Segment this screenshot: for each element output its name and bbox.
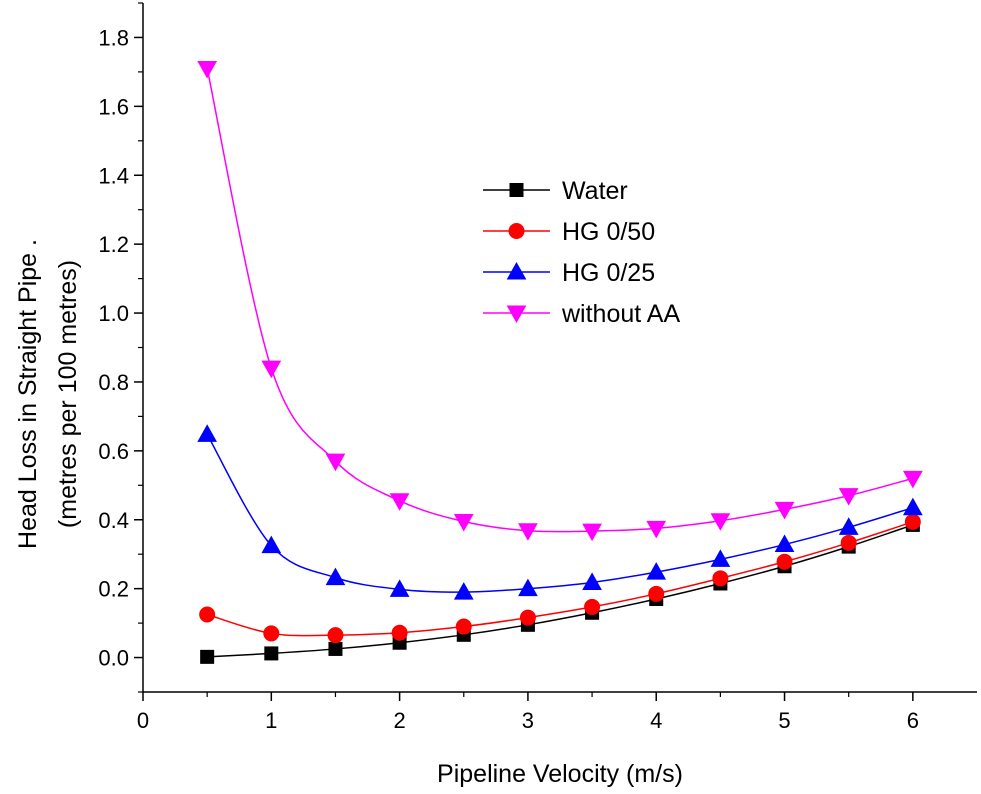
data-point — [389, 493, 410, 511]
data-point — [774, 534, 795, 553]
data-point — [328, 641, 343, 656]
y-tick-label: 0.0 — [98, 646, 129, 671]
data-point — [197, 424, 218, 442]
data-point — [776, 553, 793, 570]
data-point — [902, 497, 923, 516]
data-point — [838, 488, 859, 506]
data-point — [582, 523, 602, 542]
data-point — [518, 523, 538, 541]
data-point — [518, 578, 538, 597]
data-point — [840, 534, 857, 551]
legend-marker — [506, 261, 527, 280]
data-point — [197, 60, 218, 79]
data-point — [453, 582, 474, 600]
legend-entry: HG 0/25 — [483, 259, 655, 287]
data-point — [261, 360, 282, 379]
y-tick-label: 0.8 — [98, 370, 129, 395]
series-hg-0-25 — [197, 424, 923, 600]
data-point — [646, 562, 667, 580]
data-point — [261, 535, 282, 554]
series-without-aa — [197, 60, 923, 542]
legend-label: HG 0/50 — [562, 218, 655, 246]
data-point — [325, 567, 346, 586]
x-tick-label: 6 — [907, 708, 919, 733]
x-tick-label: 3 — [522, 708, 534, 733]
y-tick-label: 0.6 — [98, 439, 129, 464]
y-tick-label: 1.6 — [98, 94, 129, 119]
data-point — [712, 570, 729, 587]
y-axis-title-line2: (metres per 100 metres) — [54, 260, 82, 528]
data-point — [710, 513, 731, 531]
y-tick-label: 1.2 — [98, 232, 129, 257]
x-tick-label: 5 — [778, 708, 790, 733]
legend-entry: Water — [483, 177, 628, 205]
data-point — [455, 618, 472, 635]
y-tick-label: 1.8 — [98, 25, 129, 50]
series-hg-0-50 — [199, 513, 921, 644]
data-point — [710, 549, 731, 567]
data-point — [519, 609, 536, 626]
data-point — [902, 470, 923, 489]
data-point — [774, 501, 795, 520]
x-tick-label: 1 — [265, 708, 277, 733]
plot-area: 0 1 2 3 4 5 6 0.0 0.2 0.4 0.6 0.8 1.0 1.2 1.4 1.6 1.8 — [98, 2, 977, 733]
legend: Water HG 0/50 HG 0/25 without AA — [483, 177, 680, 328]
data-point — [391, 624, 408, 641]
y-axis-title: Head Loss in Straight Pipe . (metres per… — [14, 239, 82, 549]
x-axis-title: Pipeline Velocity (m/s) — [437, 760, 683, 788]
data-point — [648, 585, 665, 602]
y-ticks: 0.0 0.2 0.4 0.6 0.8 1.0 1.2 1.4 1.6 1.8 — [98, 2, 143, 693]
data-point — [263, 625, 280, 642]
series-line — [206, 433, 914, 593]
data-point — [646, 520, 667, 539]
data-point — [582, 572, 602, 590]
x-tick-label: 0 — [137, 708, 149, 733]
legend-marker — [508, 223, 525, 239]
series-line — [206, 68, 914, 533]
legend-marker — [509, 183, 524, 197]
legend-entry: HG 0/50 — [483, 218, 655, 246]
legend-label: Water — [562, 177, 628, 205]
y-tick-label: 1.0 — [98, 301, 129, 326]
x-ticks: 0 1 2 3 4 5 6 — [137, 692, 919, 733]
y-tick-label: 1.4 — [98, 163, 129, 188]
data-point — [199, 606, 216, 623]
data-point — [389, 579, 410, 597]
data-point — [325, 453, 346, 472]
series-water — [200, 517, 920, 664]
y-tick-label: 0.4 — [98, 508, 129, 533]
data-point — [838, 517, 859, 535]
data-point — [453, 513, 474, 532]
legend-label: without AA — [561, 300, 680, 328]
x-tick-label: 2 — [393, 708, 405, 733]
data-point — [904, 513, 921, 530]
legend-marker — [506, 305, 527, 324]
series-line — [207, 524, 914, 658]
series-layer — [197, 60, 923, 664]
legend-label: HG 0/25 — [562, 259, 655, 287]
y-axis-title-line1: Head Loss in Straight Pipe . — [14, 239, 42, 549]
legend-entry: without AA — [483, 300, 680, 328]
y-tick-label: 0.2 — [98, 577, 129, 602]
data-point — [264, 646, 279, 661]
x-tick-label: 4 — [650, 708, 662, 733]
data-point — [584, 598, 601, 615]
data-point — [200, 649, 215, 664]
data-point — [327, 627, 344, 644]
